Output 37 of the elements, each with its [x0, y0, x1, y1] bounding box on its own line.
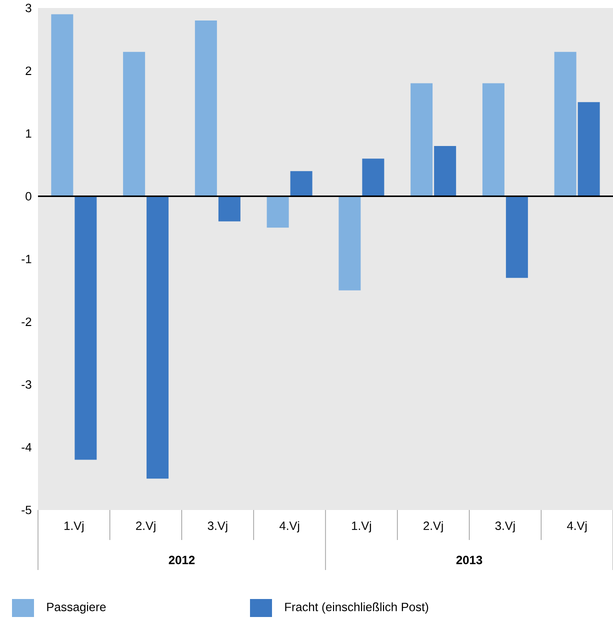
x-tick-label: 3.Vj: [495, 521, 515, 532]
text: 2012: [168, 556, 195, 564]
bar: [51, 14, 74, 196]
y-tick-label: 2: [26, 66, 32, 75]
x-tick-label: 4.Vj: [567, 521, 587, 532]
text: 2013: [456, 556, 482, 564]
bar: [74, 196, 97, 460]
y-tick-label: -3: [22, 380, 32, 389]
y-tick-label: -4: [22, 443, 32, 452]
y-tick-label: 0: [26, 192, 32, 200]
y-tick-label: -1: [22, 254, 32, 264]
bar: [506, 196, 528, 278]
bar: [578, 102, 600, 196]
bar: [482, 83, 504, 196]
x-tick-label: 3.Vj: [208, 521, 228, 532]
bar: [410, 83, 433, 196]
x-tick-label: 1.Vj: [64, 521, 84, 532]
bar: [146, 196, 169, 479]
y-tick-label: 1: [26, 129, 32, 138]
bar: [362, 158, 384, 196]
bar: [266, 196, 289, 228]
bar: [194, 20, 217, 196]
x-tick-label: 1.Vj: [352, 521, 371, 532]
bar: [290, 171, 312, 196]
x-tick-label: 4.Vj: [280, 521, 300, 532]
bar: [123, 52, 146, 196]
x-tick-label: 2.Vj: [136, 521, 156, 532]
bar: [338, 196, 361, 290]
bar: [218, 196, 240, 222]
y-tick-label: -2: [22, 318, 32, 326]
bar: [554, 52, 576, 196]
y-tick-label: 3: [26, 4, 32, 12]
x-tick-label: 2.Vj: [424, 521, 443, 532]
legend-label: Fracht (einschließlich Post): [285, 602, 428, 614]
bar: [434, 146, 456, 196]
y-tick-label: -5: [22, 506, 32, 514]
legend-label: Passagiere: [47, 602, 106, 614]
